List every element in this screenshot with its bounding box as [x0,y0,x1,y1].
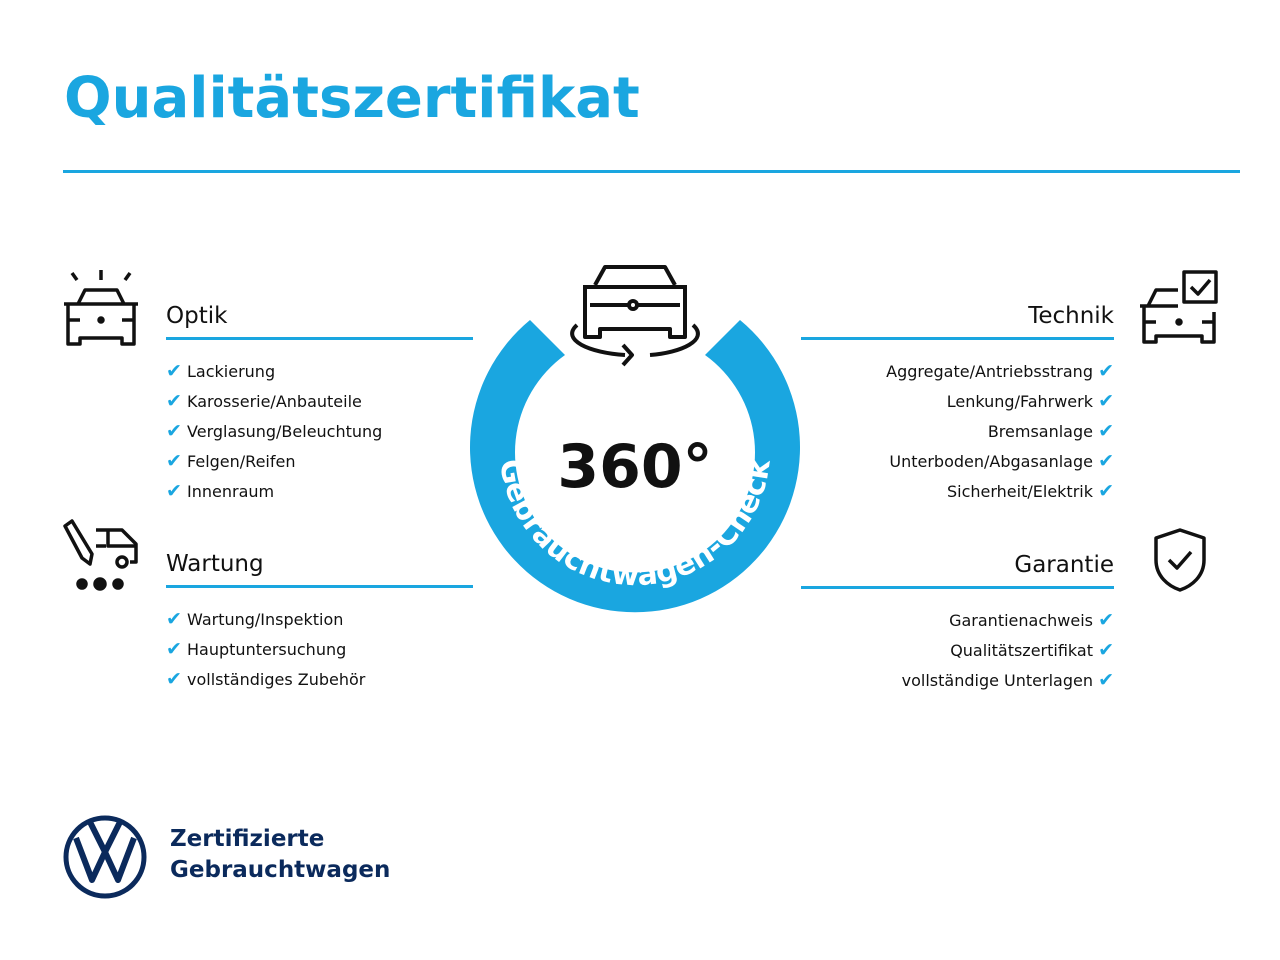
check-icon: ✔ [1098,669,1114,691]
car-inspection-icon [64,270,138,346]
badge-ring [469,320,800,613]
list-item: ✔ Karosserie/Anbauteile [166,390,362,412]
check-icon: ✔ [1098,450,1114,472]
vw-logo [63,815,147,899]
check-icon: ✔ [166,668,182,690]
check-icon: ✔ [166,638,182,660]
check-icon: ✔ [1098,639,1114,661]
list-item: ✔ Verglasung/Beleuchtung [166,420,383,442]
shield-check-icon [1154,528,1206,592]
section-title: Optik [166,298,473,340]
list-item: ✔ Hauptuntersuchung [166,638,347,660]
check-icon: ✔ [1098,390,1114,412]
section-wartung: Wartung ✔ Wartung/Inspektion ✔ Hauptunte… [166,546,473,694]
list-item: ✔ Lackierung [166,360,276,382]
service-van-icon [63,519,138,591]
car-checkbox-icon [1140,270,1218,344]
list-item: Unterboden/Abgasanlage ✔ [889,450,1114,472]
list-item: Qualitätszertifikat ✔ [950,639,1114,661]
list-item: Sicherheit/Elektrik ✔ [946,480,1114,502]
list-item: Lenkung/Fahrwerk ✔ [946,390,1114,412]
section-garantie: Garantie Garantienachweis ✔ Qualitätszer… [801,547,1114,695]
badge-360: 360° Gebrauchtwagen-Check [469,265,800,613]
check-icon: ✔ [1098,420,1114,442]
footer-brand-text: Zertifizierte Gebrauchtwagen [170,826,391,883]
section-optik: Optik ✔ Lackierung ✔ Karosserie/Anbautei… [166,298,473,506]
badge-number: 360° [557,432,712,502]
page-title: Qualitätszertifikat [64,66,640,131]
section-title: Wartung [166,546,473,588]
section-title: Garantie [801,547,1114,589]
check-icon: ✔ [166,390,182,412]
list-item: vollständige Unterlagen ✔ [901,669,1114,691]
list-item: ✔ Felgen/Reifen [166,450,296,472]
rotating-car-icon [570,265,700,367]
list-item: ✔ Wartung/Inspektion [166,608,344,630]
list-item: Aggregate/Antriebsstrang ✔ [886,360,1114,382]
check-icon: ✔ [166,450,182,472]
list-item: ✔ vollständiges Zubehör [166,668,366,690]
check-icon: ✔ [1098,360,1114,382]
title-divider [63,170,1240,173]
check-icon: ✔ [166,608,182,630]
check-icon: ✔ [1098,609,1114,631]
check-icon: ✔ [166,480,182,502]
check-icon: ✔ [166,420,182,442]
list-item: Garantienachweis ✔ [949,609,1114,631]
check-icon: ✔ [1098,480,1114,502]
section-title: Technik [801,298,1114,340]
section-technik: Technik Aggregate/Antriebsstrang ✔ Lenku… [801,298,1114,506]
list-item: ✔ Innenraum [166,480,275,502]
check-icon: ✔ [166,360,182,382]
list-item: Bremsanlage ✔ [987,420,1114,442]
